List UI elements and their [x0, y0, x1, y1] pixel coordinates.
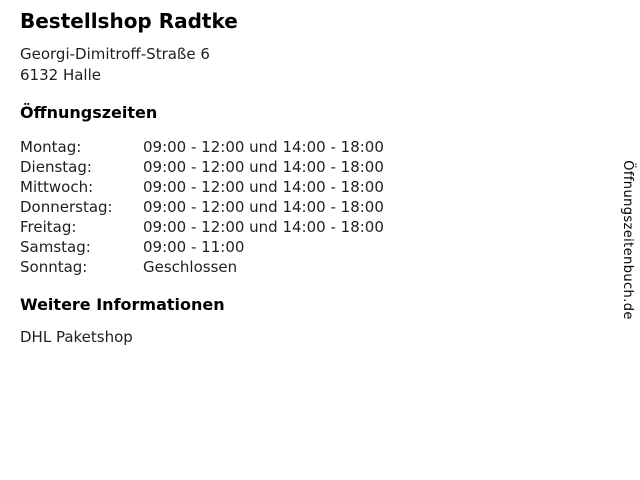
address-city: 6132 Halle: [20, 66, 101, 84]
opening-hours-table: Montag: 09:00 - 12:00 und 14:00 - 18:00 …: [20, 137, 590, 277]
page-title: Bestellshop Radtke: [20, 9, 238, 33]
hours-value: Geschlossen: [143, 258, 238, 276]
hours-value: 09:00 - 12:00 und 14:00 - 18:00: [143, 198, 384, 216]
hours-value: 09:00 - 12:00 und 14:00 - 18:00: [143, 218, 384, 236]
day-label: Montag:: [20, 138, 82, 156]
day-label: Samstag:: [20, 238, 91, 256]
opening-hours-row: Freitag: 09:00 - 12:00 und 14:00 - 18:00: [20, 217, 590, 237]
address-street: Georgi-Dimitroff-Straße 6: [20, 45, 210, 63]
day-label: Dienstag:: [20, 158, 92, 176]
opening-hours-row: Samstag: 09:00 - 11:00: [20, 237, 590, 257]
opening-hours-row: Donnerstag: 09:00 - 12:00 und 14:00 - 18…: [20, 197, 590, 217]
opening-hours-row: Dienstag: 09:00 - 12:00 und 14:00 - 18:0…: [20, 157, 590, 177]
day-label: Donnerstag:: [20, 198, 113, 216]
opening-hours-row: Montag: 09:00 - 12:00 und 14:00 - 18:00: [20, 137, 590, 157]
business-address: Georgi-Dimitroff-Straße 6 6132 Halle: [20, 44, 590, 86]
watermark-site-link[interactable]: Öffnungszeitenbuch.de: [620, 160, 635, 320]
additional-info-text: DHL Paketshop: [20, 328, 133, 346]
day-label: Sonntag:: [20, 258, 88, 276]
opening-hours-row: Sonntag: Geschlossen: [20, 257, 590, 277]
hours-value: 09:00 - 11:00: [143, 238, 245, 256]
page-content: Bestellshop Radtke Georgi-Dimitroff-Stra…: [20, 9, 590, 346]
day-label: Freitag:: [20, 218, 77, 236]
hours-value: 09:00 - 12:00 und 14:00 - 18:00: [143, 178, 384, 196]
additional-info-heading: Weitere Informationen: [20, 295, 225, 314]
opening-hours-row: Mittwoch: 09:00 - 12:00 und 14:00 - 18:0…: [20, 177, 590, 197]
hours-value: 09:00 - 12:00 und 14:00 - 18:00: [143, 138, 384, 156]
opening-hours-heading: Öffnungszeiten: [20, 103, 158, 122]
hours-value: 09:00 - 12:00 und 14:00 - 18:00: [143, 158, 384, 176]
day-label: Mittwoch:: [20, 178, 94, 196]
